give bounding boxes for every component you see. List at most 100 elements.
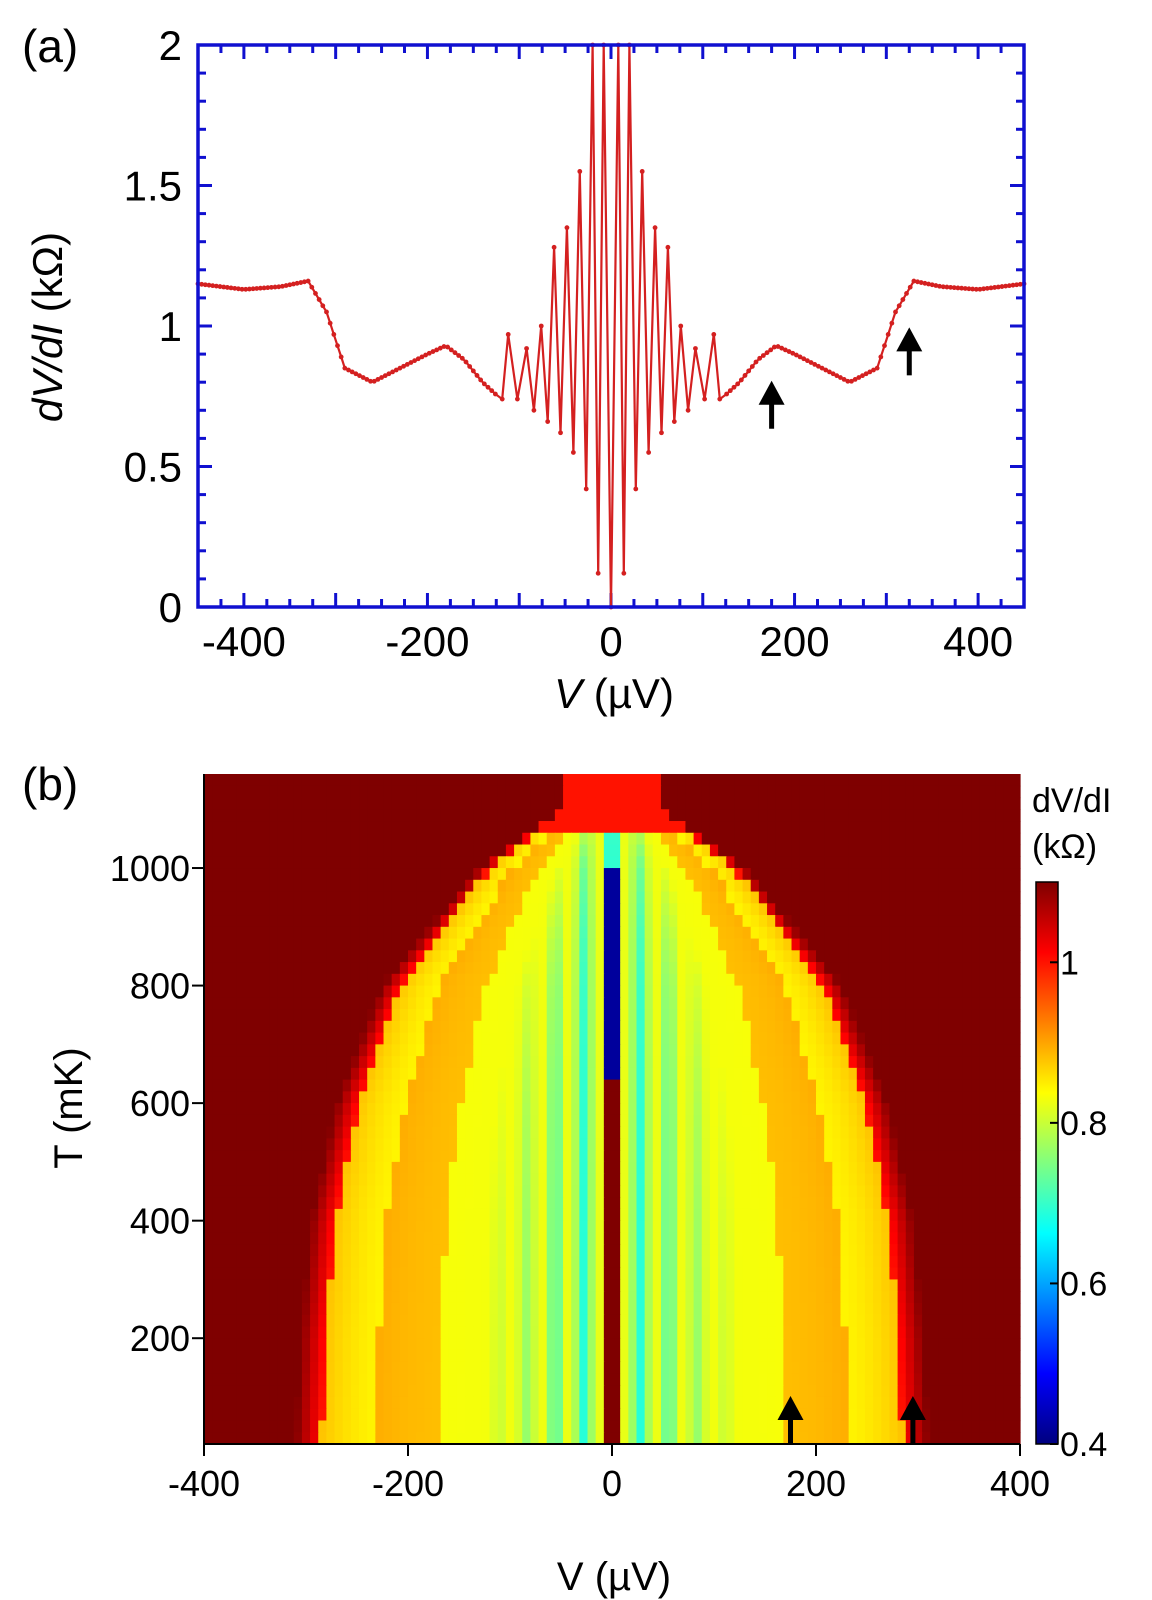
heatmap-cell [758,962,768,975]
heatmap-cell [563,1067,572,1081]
heatmap-cell [579,962,589,975]
heatmap-cell [783,1067,793,1081]
heatmap-cell [579,797,589,810]
heatmap-cell [204,926,213,940]
heatmap-cell [750,997,760,1010]
data-point [685,407,691,413]
heatmap-cell [669,1114,678,1128]
heatmap-cell [962,785,972,799]
heatmap-cell [293,997,303,1010]
heatmap-cell [310,821,319,834]
heatmap-cell [987,1044,997,1057]
heatmap-cell [971,1114,980,1128]
heatmap-cell [905,1232,915,1245]
heatmap-cell [514,962,523,975]
heatmap-cell [726,1032,735,1045]
heatmap-cell [946,1067,956,1081]
heatmap-cell [750,1220,760,1234]
heatmap-cell [359,1220,368,1234]
heatmap-cell [856,1232,866,1245]
heatmap-cell [465,1291,474,1304]
heatmap-cell [897,809,907,822]
heatmap-cell [962,1208,972,1222]
heatmap-cell [465,903,474,916]
heatmap-cell [816,821,825,834]
heatmap-cell [563,1197,572,1210]
heatmap-cell [212,1197,221,1210]
heatmap-cell [424,832,434,846]
heatmap-cell [473,973,483,987]
heatmap-cell [432,891,442,904]
heatmap-cell [603,879,613,893]
heatmap-cell [432,797,442,810]
heatmap-cell [685,1044,695,1057]
heatmap-cell [301,1067,311,1081]
heatmap-cell [359,1009,368,1022]
heatmap-cell [807,1067,817,1081]
heatmap-cell [489,1291,499,1304]
heatmap-cell [1003,1126,1013,1139]
heatmap-cell [979,1103,988,1116]
heatmap-cell [310,832,319,846]
heatmap-cell [962,1197,972,1210]
heatmap-cell [962,821,972,834]
heatmap-cell [979,926,988,940]
heatmap-cell [758,1032,768,1045]
heatmap-cell [595,1103,605,1116]
heatmap-cell [350,856,360,869]
data-point [441,344,447,349]
heatmap-cell [889,1020,899,1034]
heatmap-cell [301,1138,311,1151]
data-point [863,371,869,377]
data-point [816,363,821,369]
heatmap-cell [448,879,458,893]
heatmap-cell [971,797,980,810]
heatmap-cell [905,1185,915,1198]
heatmap-cell [620,997,629,1010]
heatmap-cell [677,1020,687,1034]
data-point [298,280,304,285]
heatmap-cell [220,1232,230,1245]
heatmap-cell [448,985,458,998]
heatmap-cell [571,1255,580,1269]
heatmap-cell [554,1314,564,1328]
heatmap-cell [897,1020,907,1034]
heatmap-cell [954,1197,964,1210]
heatmap-cell [962,1291,972,1304]
heatmap-cell [530,1032,540,1045]
heatmap-cell [595,1208,605,1222]
heatmap-cell [612,1244,621,1257]
heatmap-cell [285,1267,295,1281]
heatmap-cell [783,1279,793,1292]
heatmap-cell [579,973,589,987]
heatmap-cell [505,1208,515,1222]
heatmap-cell [889,1173,899,1186]
heatmap-cell [987,1208,997,1222]
heatmap-cell [546,1208,556,1222]
heatmap-cell [481,926,491,940]
heatmap-cell [408,1138,417,1151]
heatmap-cell [636,1185,646,1198]
heatmap-cell [261,1173,270,1186]
heatmap-cell [954,1302,964,1316]
heatmap-cell [473,879,483,893]
heatmap-cell [571,1126,580,1139]
heatmap-cell [783,938,793,951]
heatmap-cell [677,1079,687,1092]
heatmap-cell [807,821,817,834]
heatmap-cell [799,938,809,951]
heatmap-cell [465,785,474,799]
data-point [353,371,359,377]
heatmap-cell [530,1232,540,1245]
heatmap-cell [326,1020,336,1034]
heatmap-cell [726,1173,735,1186]
heatmap-cell [285,962,295,975]
heatmap-cell [1011,1267,1021,1281]
heatmap-cell [301,926,311,940]
heatmap-cell [709,891,719,904]
heatmap-cell [750,1208,760,1222]
heatmap-cell [971,1091,980,1104]
heatmap-cell [383,1126,393,1139]
heatmap-cell [856,797,866,810]
heatmap-cell [587,903,597,916]
